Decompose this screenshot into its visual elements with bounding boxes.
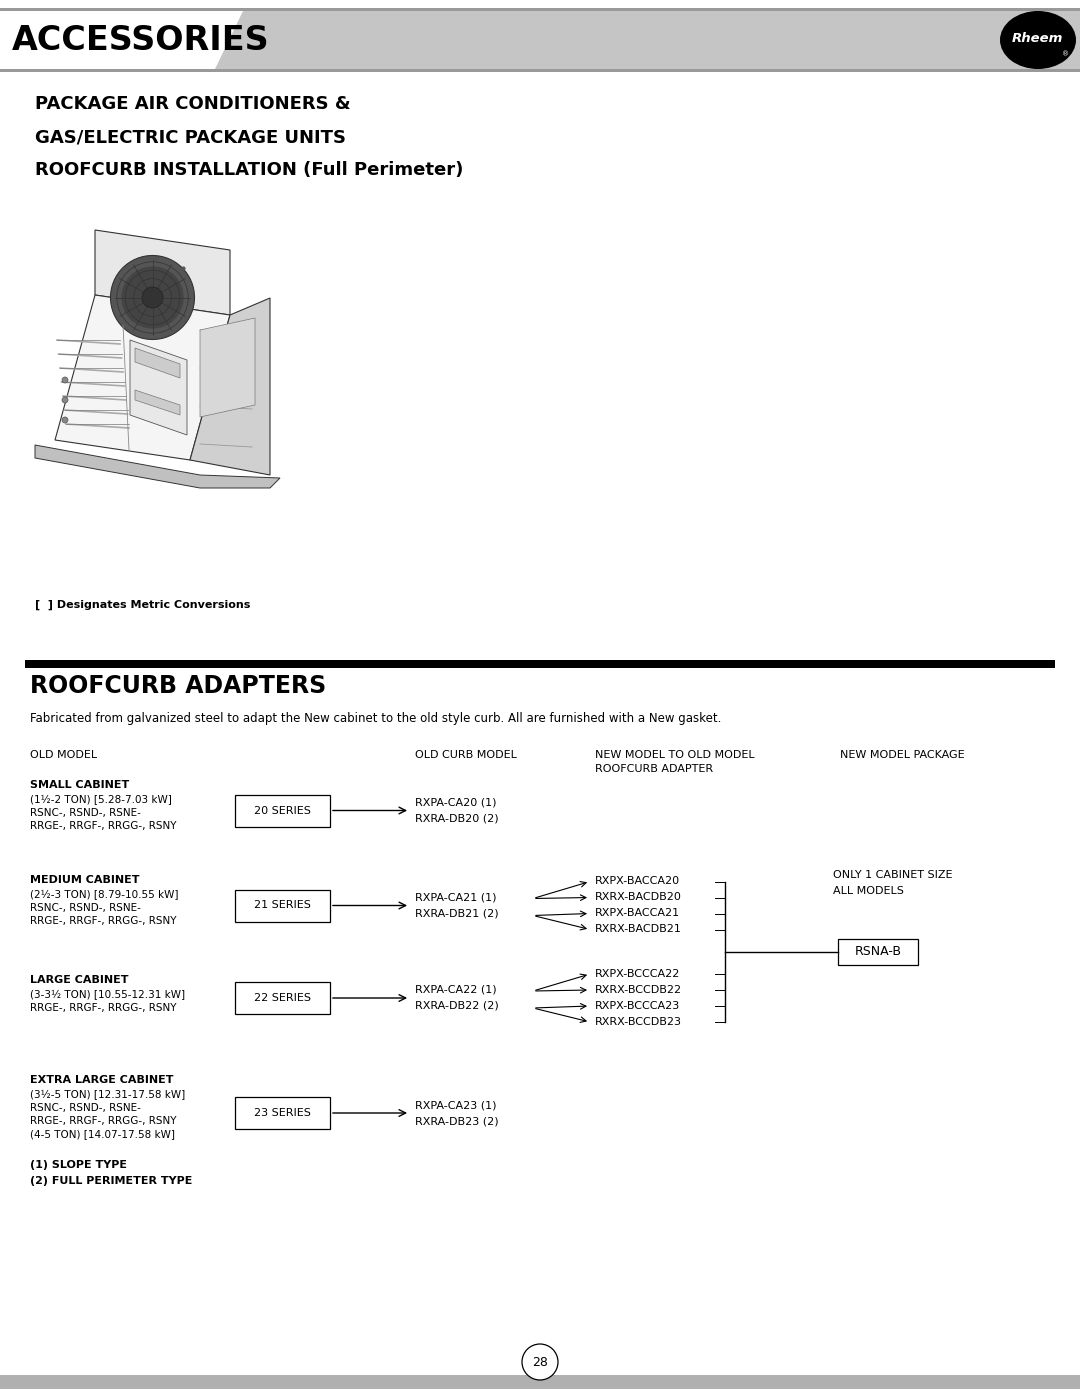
Text: RXRA-DB22 (2): RXRA-DB22 (2) [415, 1002, 499, 1011]
Bar [235, 1097, 330, 1129]
Text: (3½-5 TON) [12.31-17.58 kW]: (3½-5 TON) [12.31-17.58 kW] [30, 1090, 186, 1099]
Text: [  ] Designates Metric Conversions: [ ] Designates Metric Conversions [35, 599, 251, 610]
Bar [235, 982, 330, 1014]
Text: ACCESSORIES: ACCESSORIES [12, 24, 270, 56]
Text: ROOFCURB ADAPTER: ROOFCURB ADAPTER [595, 764, 713, 774]
Text: LARGE CABINET: LARGE CABINET [30, 975, 129, 985]
Text: ROOFCURB ADAPTERS: ROOFCURB ADAPTERS [30, 673, 326, 698]
Text: 28: 28 [532, 1355, 548, 1369]
Text: ONLY 1 CABINET SIZE: ONLY 1 CABINET SIZE [833, 870, 953, 880]
Text: RXPX-BACCA20: RXPX-BACCA20 [595, 876, 680, 887]
Text: RXPA-CA21 (1): RXPA-CA21 (1) [415, 893, 497, 902]
Text: NEW MODEL TO OLD MODEL: NEW MODEL TO OLD MODEL [595, 750, 755, 760]
Text: (2½-3 TON) [8.79-10.55 kW]: (2½-3 TON) [8.79-10.55 kW] [30, 890, 178, 900]
Text: RXPX-BCCCA22: RXPX-BCCCA22 [595, 970, 680, 979]
Text: RRGE-, RRGF-, RRGG-, RSNY: RRGE-, RRGF-, RRGG-, RSNY [30, 916, 176, 926]
Circle shape [522, 1344, 558, 1380]
Bar [838, 939, 918, 965]
Text: RXRX-BCCDB23: RXRX-BCCDB23 [595, 1017, 681, 1027]
Text: RXPA-CA23 (1): RXPA-CA23 (1) [415, 1099, 497, 1111]
Text: RSNA-B: RSNA-B [854, 946, 902, 958]
Text: RXRX-BACDB20: RXRX-BACDB20 [595, 893, 681, 902]
Text: RXRX-BCCDB22: RXRX-BCCDB22 [595, 985, 683, 995]
Text: RRGE-, RRGF-, RRGG-, RSNY: RRGE-, RRGF-, RRGG-, RSNY [30, 821, 176, 831]
Text: RXRX-BACDB21: RXRX-BACDB21 [595, 925, 681, 935]
Circle shape [62, 416, 68, 423]
Text: ®: ® [1063, 52, 1069, 57]
Polygon shape [190, 298, 270, 475]
Text: EXTRA LARGE CABINET: EXTRA LARGE CABINET [30, 1076, 174, 1085]
Text: NEW MODEL PACKAGE: NEW MODEL PACKAGE [840, 750, 964, 760]
Text: (2) FULL PERIMETER TYPE: (2) FULL PERIMETER TYPE [30, 1176, 192, 1186]
Circle shape [110, 256, 194, 339]
Text: 23 SERIES: 23 SERIES [254, 1108, 311, 1118]
Text: MEDIUM CABINET: MEDIUM CABINET [30, 875, 139, 886]
Bar [235, 890, 330, 922]
Text: RSNC-, RSND-, RSNE-: RSNC-, RSND-, RSNE- [30, 1104, 140, 1113]
Text: OLD CURB MODEL: OLD CURB MODEL [415, 750, 517, 760]
Text: RRGE-, RRGF-, RRGG-, RSNY: RRGE-, RRGF-, RRGG-, RSNY [30, 1003, 176, 1013]
Text: RXRA-DB20 (2): RXRA-DB20 (2) [415, 813, 499, 823]
Text: 20 SERIES: 20 SERIES [254, 806, 311, 816]
Bar [25, 659, 1055, 668]
Text: RSNC-, RSND-, RSNE-: RSNC-, RSND-, RSNE- [30, 902, 140, 914]
Bar [0, 8, 1080, 11]
Text: Rheem: Rheem [1011, 32, 1063, 45]
Text: RXPX-BACCA21: RXPX-BACCA21 [595, 908, 680, 918]
Circle shape [121, 265, 184, 330]
Circle shape [62, 377, 68, 383]
Text: OLD MODEL: OLD MODEL [30, 750, 97, 760]
Text: (3-3½ TON) [10.55-12.31 kW]: (3-3½ TON) [10.55-12.31 kW] [30, 990, 185, 1000]
Text: PACKAGE AIR CONDITIONERS &: PACKAGE AIR CONDITIONERS & [35, 95, 351, 113]
Polygon shape [215, 11, 243, 68]
Text: RXPX-BCCCA23: RXPX-BCCCA23 [595, 1002, 680, 1011]
Text: Fabricated from galvanized steel to adapt the New cabinet to the old style curb.: Fabricated from galvanized steel to adap… [30, 712, 721, 725]
Text: RXRA-DB21 (2): RXRA-DB21 (2) [415, 908, 499, 918]
Text: (1½-2 TON) [5.28-7.03 kW]: (1½-2 TON) [5.28-7.03 kW] [30, 795, 172, 805]
Polygon shape [55, 295, 230, 460]
Circle shape [62, 397, 68, 402]
Text: RXPA-CA22 (1): RXPA-CA22 (1) [415, 985, 497, 995]
Polygon shape [35, 446, 280, 488]
Text: 22 SERIES: 22 SERIES [254, 993, 311, 1003]
Text: RXPA-CA20 (1): RXPA-CA20 (1) [415, 798, 497, 807]
Polygon shape [95, 231, 230, 314]
Polygon shape [130, 339, 187, 434]
Polygon shape [200, 319, 255, 416]
Circle shape [141, 286, 163, 307]
Text: RXRA-DB23 (2): RXRA-DB23 (2) [415, 1116, 499, 1126]
Text: SMALL CABINET: SMALL CABINET [30, 780, 130, 789]
Bar [0, 11, 215, 68]
Text: RRGE-, RRGF-, RRGG-, RSNY: RRGE-, RRGF-, RRGG-, RSNY [30, 1116, 176, 1126]
Text: ROOFCURB INSTALLATION (Full Perimeter): ROOFCURB INSTALLATION (Full Perimeter) [35, 161, 463, 179]
Bar [0, 8, 1080, 73]
Polygon shape [215, 11, 243, 68]
Text: ALL MODELS: ALL MODELS [833, 886, 904, 895]
Text: GAS/ELECTRIC PACKAGE UNITS: GAS/ELECTRIC PACKAGE UNITS [35, 129, 346, 147]
Text: 21 SERIES: 21 SERIES [254, 901, 311, 911]
Ellipse shape [1000, 11, 1076, 68]
Polygon shape [135, 390, 180, 415]
Bar [0, 1375, 1080, 1389]
Bar [235, 795, 330, 827]
Polygon shape [135, 348, 180, 379]
Text: RSNC-, RSND-, RSNE-: RSNC-, RSND-, RSNE- [30, 807, 140, 819]
Text: (1) SLOPE TYPE: (1) SLOPE TYPE [30, 1160, 127, 1171]
Bar [0, 68, 1080, 73]
Text: (4-5 TON) [14.07-17.58 kW]: (4-5 TON) [14.07-17.58 kW] [30, 1129, 175, 1139]
